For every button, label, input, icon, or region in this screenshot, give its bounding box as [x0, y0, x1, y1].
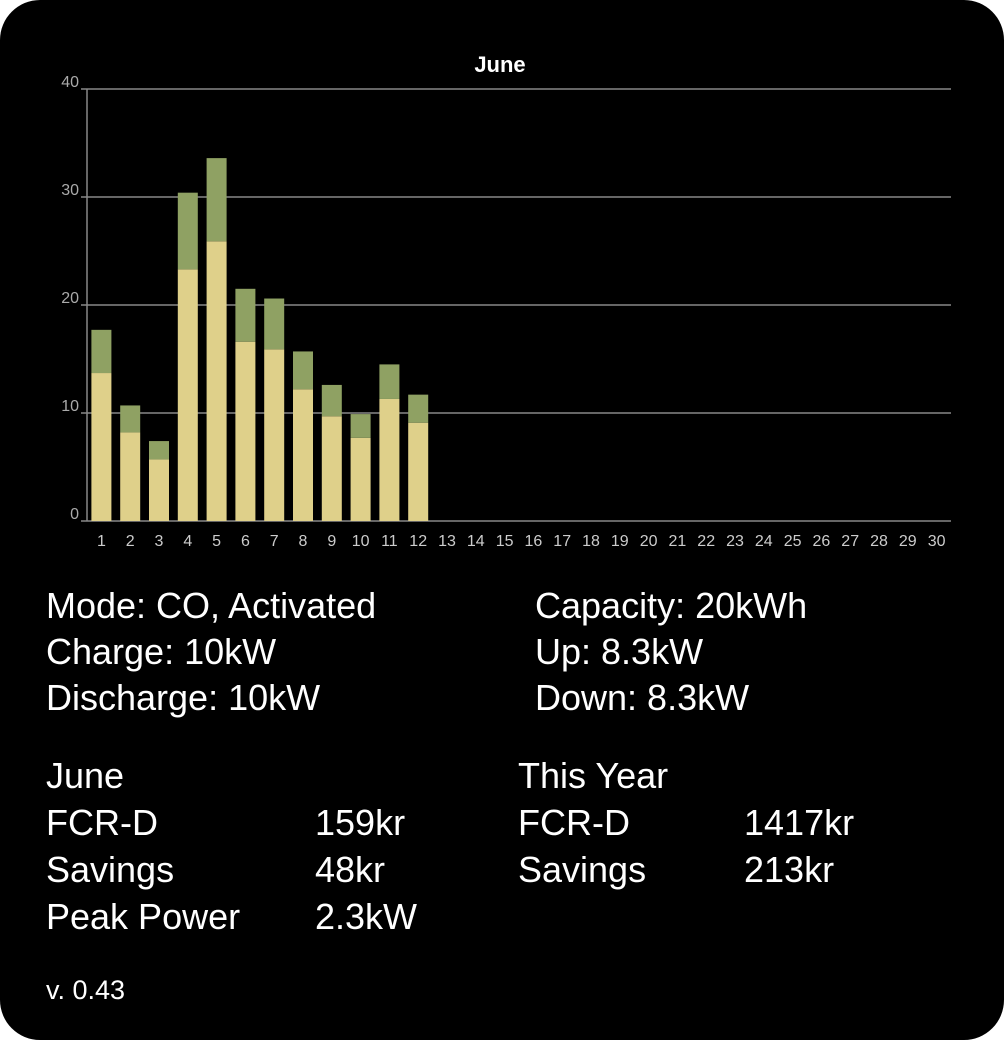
- stats-label: Savings: [46, 849, 175, 890]
- status-line: Up: 8.3kW: [535, 631, 704, 672]
- bar-segment: [149, 441, 169, 460]
- stats-value: 48kr: [315, 849, 386, 890]
- x-tick-label: 9: [327, 533, 336, 550]
- stats-title: This Year: [518, 755, 669, 796]
- x-tick-label: 4: [183, 533, 192, 550]
- status-line: Charge: 10kW: [46, 631, 277, 672]
- x-tick-label: 27: [841, 533, 859, 550]
- bar-segment: [264, 349, 285, 521]
- bar-segment: [177, 269, 198, 521]
- bar-segment: [120, 432, 141, 521]
- status-line: Capacity: 20kWh: [535, 585, 808, 626]
- x-tick-label: 6: [241, 533, 250, 550]
- bar-segment: [206, 158, 227, 242]
- stats-label: Peak Power: [46, 896, 241, 937]
- status-line: Discharge: 10kW: [46, 677, 321, 718]
- bar-segment: [408, 394, 429, 423]
- x-tick-label: 30: [928, 533, 946, 550]
- x-tick-label: 20: [640, 533, 658, 550]
- bar-segment: [379, 398, 400, 521]
- bar-segment: [350, 437, 371, 521]
- x-tick-label: 5: [212, 533, 221, 550]
- x-tick-label: 12: [409, 533, 427, 550]
- y-tick-label: 10: [61, 398, 79, 415]
- x-tick-label: 7: [270, 533, 279, 550]
- x-tick-label: 29: [899, 533, 917, 550]
- chart-title: June: [474, 52, 525, 77]
- bar-segment: [206, 241, 227, 521]
- stats-label: Savings: [518, 849, 647, 890]
- x-tick-label: 26: [813, 533, 831, 550]
- bar-segment: [321, 384, 342, 417]
- bar-segment: [177, 192, 198, 270]
- stats-value: 1417kr: [744, 802, 855, 843]
- bar-segment: [91, 329, 112, 374]
- x-tick-label: 15: [496, 533, 514, 550]
- x-tick-label: 21: [669, 533, 687, 550]
- x-tick-label: 28: [870, 533, 888, 550]
- stats-value: 159kr: [315, 802, 406, 843]
- x-tick-label: 3: [155, 533, 164, 550]
- bar-segment: [264, 298, 285, 350]
- stats-value: 213kr: [744, 849, 835, 890]
- status-line: Down: 8.3kW: [535, 677, 750, 718]
- stats-label: FCR-D: [46, 802, 158, 843]
- bar-segment: [149, 459, 169, 521]
- stats-label: FCR-D: [518, 802, 630, 843]
- bar-segment: [235, 288, 256, 342]
- y-tick-label: 40: [61, 74, 79, 91]
- version: v. 0.43: [46, 975, 126, 1005]
- bar-segment: [235, 341, 256, 521]
- x-tick-label: 11: [381, 533, 398, 550]
- bar-segment: [293, 351, 313, 390]
- x-tick-label: 25: [784, 533, 802, 550]
- x-tick-label: 2: [126, 533, 135, 550]
- x-tick-label: 14: [467, 533, 485, 550]
- y-tick-label: 30: [61, 182, 79, 199]
- x-tick-label: 17: [553, 533, 571, 550]
- x-tick-label: 1: [97, 533, 106, 550]
- status-line: Mode: CO, Activated: [46, 585, 377, 626]
- x-tick-label: 22: [697, 533, 715, 550]
- x-tick-label: 18: [582, 533, 600, 550]
- bar-segment: [379, 364, 400, 399]
- bar-segment: [408, 422, 429, 521]
- x-tick-label: 13: [438, 533, 456, 550]
- x-tick-label: 23: [726, 533, 744, 550]
- x-tick-label: 10: [352, 533, 370, 550]
- stats-value: 2.3kW: [315, 896, 418, 937]
- y-tick-label: 0: [70, 506, 79, 523]
- bar-segment: [321, 416, 342, 521]
- y-tick-label: 20: [61, 290, 79, 307]
- stats-title: June: [46, 755, 125, 796]
- bar-segment: [350, 414, 371, 438]
- x-tick-label: 16: [525, 533, 543, 550]
- x-tick-label: 24: [755, 533, 773, 550]
- bar-segment: [91, 373, 112, 521]
- x-tick-label: 8: [299, 533, 308, 550]
- bar-segment: [293, 389, 313, 521]
- x-tick-label: 19: [611, 533, 629, 550]
- bar-segment: [120, 405, 141, 433]
